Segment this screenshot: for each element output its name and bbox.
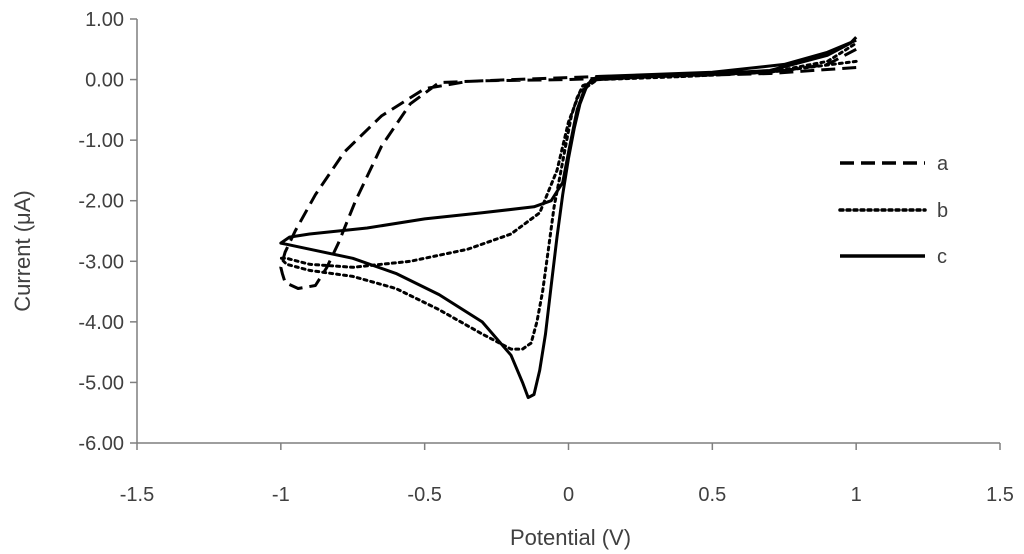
x-tick-label: 1 — [851, 484, 862, 506]
x-tick-label: 0 — [563, 484, 574, 506]
y-tick-label: -1.00 — [78, 130, 124, 152]
legend-label-c: c — [937, 246, 947, 268]
legend: a b c — [838, 153, 949, 268]
series-a-line — [279, 47, 857, 290]
y-tick-label: 0.00 — [85, 70, 124, 92]
series-b-line — [279, 41, 858, 351]
x-axis-ticks: -1.5 -1 -0.5 0 0.5 1 1.5 — [120, 443, 1014, 506]
y-tick-label: -4.00 — [78, 312, 124, 334]
y-tick-label: -6.00 — [78, 433, 124, 455]
y-tick-label: -3.00 — [78, 251, 124, 273]
y-tick-label: -5.00 — [78, 372, 124, 394]
x-tick-label: -1.5 — [120, 484, 154, 506]
legend-label-a: a — [937, 153, 949, 175]
y-axis-title: Current (μA) — [10, 190, 35, 311]
y-tick-label: -2.00 — [78, 191, 124, 213]
legend-label-b: b — [937, 200, 948, 222]
x-tick-label: -0.5 — [407, 484, 441, 506]
x-tick-label: -1 — [272, 484, 290, 506]
x-tick-label: 1.5 — [986, 484, 1014, 506]
y-axis-ticks: 1.00 0.00 -1.00 -2.00 -3.00 -4.00 -5.00 -6.00 — [78, 9, 137, 455]
y-tick-label: 1.00 — [85, 9, 124, 31]
x-tick-label: 0.5 — [698, 484, 726, 506]
series-layer — [279, 36, 858, 400]
series-c-line — [279, 36, 858, 400]
x-axis-title: Potential (V) — [510, 525, 631, 550]
